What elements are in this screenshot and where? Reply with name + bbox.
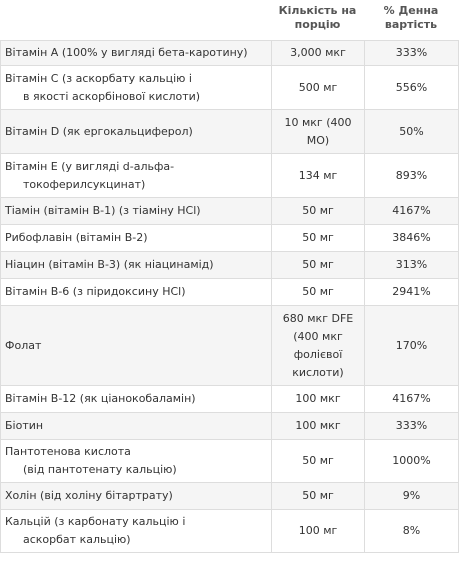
nutrient-name-line1: Вітамін E (у вигляді d-альфа- <box>5 159 175 173</box>
nutrient-name: Тіамін (вітамін B-1) (з тіаміну HCl) <box>0 197 272 225</box>
table-row: Фолат 680 мкг DFE (400 мкг фолієвої кисло… <box>0 305 459 386</box>
table-row: Пантотенова кислота (від пантотенату каль… <box>0 439 459 483</box>
nutrient-name-line1: Вітамін C (з аскорбату кальцію і <box>5 71 192 85</box>
nutrient-name-line1: Пантотенова кислота <box>5 445 131 458</box>
nutrient-amount: 50 мг <box>271 439 365 483</box>
nutrient-amount: 680 мкг DFE (400 мкг фолієвої кислоти) <box>271 305 365 386</box>
nutrient-name: Фолат <box>0 305 272 386</box>
nutrient-daily-value: 4167% <box>364 197 459 225</box>
nutrient-name-line1: Холін (від холіну бітартрату) <box>5 489 173 502</box>
nutrient-daily-value: 556% <box>364 65 459 110</box>
nutrient-name: Вітамін C (з аскорбату кальцію і в якості… <box>0 65 272 110</box>
nutrient-name-line1: Вітамін B-6 (з піридоксину HCl) <box>5 285 186 298</box>
table-row: Вітамін B-6 (з піридоксину HCl) 50 мг 2941… <box>0 278 459 306</box>
nutrient-name-line2: аскорбат кальцію) <box>23 533 131 546</box>
nutrient-daily-value: 313% <box>364 251 459 279</box>
nutrient-name-line1: Кальцій (з карбонату кальцію і <box>5 515 186 528</box>
nutrient-amount: 50 мг <box>271 482 365 510</box>
nutrient-amount: 500 мг <box>271 65 365 110</box>
nutrient-daily-value: 3846% <box>364 224 459 252</box>
nutrient-name: Вітамін D (як ергокальциферол) <box>0 109 272 154</box>
header-name-spacer <box>0 0 271 40</box>
nutrient-name: Кальцій (з карбонату кальцію і аскорбат к… <box>0 509 272 553</box>
nutrient-name-line1: Фолат <box>5 338 42 352</box>
nutrient-name: Холін (від холіну бітартрату) <box>0 482 272 510</box>
nutrient-name: Рибофлавін (вітамін B-2) <box>0 224 272 252</box>
nutrient-amount: 10 мкг (400 МО) <box>271 109 365 154</box>
table-header: Кількість на порцію % Денна вартість <box>0 0 458 40</box>
nutrient-amount: 100 мкг <box>271 385 365 413</box>
table-row: Вітамін E (у вигляді d-альфа-токоферилсу… <box>0 153 459 198</box>
nutrient-name: Вітамін A (100% у вигляді бета-каротину) <box>0 40 272 66</box>
nutrient-amount: 100 мкг <box>271 412 365 440</box>
nutrient-daily-value: 1000% <box>364 439 459 483</box>
nutrient-daily-value: 333% <box>364 412 459 440</box>
nutrient-amount: 50 мг <box>271 251 365 279</box>
nutrient-name-line1: Біотин <box>5 419 44 432</box>
nutrient-amount: 3,000 мкг <box>271 40 365 66</box>
table-row: Вітамін A (100% у вигляді бета-каротину)… <box>0 40 459 66</box>
nutrient-daily-value: 170% <box>364 305 459 386</box>
nutrient-name-line2: (від пантотенату кальцію) <box>23 463 177 476</box>
nutrient-name-line1: Рибофлавін (вітамін B-2) <box>5 231 148 244</box>
table-row: Вітамін D (як ергокальциферол) 10 мкг (40… <box>0 109 459 154</box>
table-row: Тіамін (вітамін B-1) (з тіаміну HCl) 50 м… <box>0 197 459 225</box>
nutrient-name: Вітамін B-6 (з піридоксину HCl) <box>0 278 272 306</box>
table-row: Рибофлавін (вітамін B-2) 50 мг 3846% <box>0 224 459 252</box>
nutrient-amount: 50 мг <box>271 278 365 306</box>
nutrient-amount: 50 мг <box>271 224 365 252</box>
table-row: Кальцій (з карбонату кальцію і аскорбат к… <box>0 509 459 553</box>
nutrient-name: Пантотенова кислота (від пантотенату каль… <box>0 439 272 483</box>
nutrient-daily-value: 333% <box>364 40 459 66</box>
nutrient-name-line1: Вітамін A (100% у вигляді бета-каротину) <box>5 46 248 59</box>
header-amount: Кількість на порцію <box>278 4 357 31</box>
nutrients-table: Вітамін A (100% у вигляді бета-каротину)… <box>0 40 459 553</box>
supplement-facts-table: Кількість на порцію % Денна вартість Віт… <box>0 0 459 553</box>
nutrient-name-line2: в якості аскорбінової кислоти) <box>23 89 201 103</box>
nutrient-amount: 50 мг <box>271 197 365 225</box>
nutrient-name-line1: Ніацин (вітамін B-3) (як ніацинамід) <box>5 258 214 271</box>
nutrient-amount: 100 мг <box>271 509 365 553</box>
nutrient-daily-value: 4167% <box>364 385 459 413</box>
nutrient-name: Біотин <box>0 412 272 440</box>
nutrient-name: Ніацин (вітамін B-3) (як ніацинамід) <box>0 251 272 279</box>
table-row: Вітамін B-12 (як ціанокобаламін) 100 мкг 4… <box>0 385 459 413</box>
table-row: Вітамін C (з аскорбату кальцію і в якості… <box>0 65 459 110</box>
table-row: Холін (від холіну бітартрату) 50 мг 9% <box>0 482 459 510</box>
nutrient-daily-value: 8% <box>364 509 459 553</box>
table-row: Біотин 100 мкг 333% <box>0 412 459 440</box>
nutrient-name-line1: Вітамін B-12 (як ціанокобаламін) <box>5 392 196 405</box>
table-row: Ніацин (вітамін B-3) (як ніацинамід) 50 м… <box>0 251 459 279</box>
nutrient-daily-value: 9% <box>364 482 459 510</box>
nutrient-daily-value: 893% <box>364 153 459 198</box>
nutrient-name-line1: Вітамін D (як ергокальциферол) <box>5 124 193 138</box>
nutrient-name: Вітамін B-12 (як ціанокобаламін) <box>0 385 272 413</box>
nutrient-daily-value: 50% <box>364 109 459 154</box>
nutrient-name-line2: токоферилсукцинат) <box>23 177 146 191</box>
nutrient-daily-value: 2941% <box>364 278 459 306</box>
nutrient-name-line1: Тіамін (вітамін B-1) (з тіаміну HCl) <box>5 204 201 217</box>
nutrient-amount: 134 мг <box>271 153 365 198</box>
header-daily-value: % Денна вартість <box>383 4 439 31</box>
nutrient-name: Вітамін E (у вигляді d-альфа-токоферилсу… <box>0 153 272 198</box>
